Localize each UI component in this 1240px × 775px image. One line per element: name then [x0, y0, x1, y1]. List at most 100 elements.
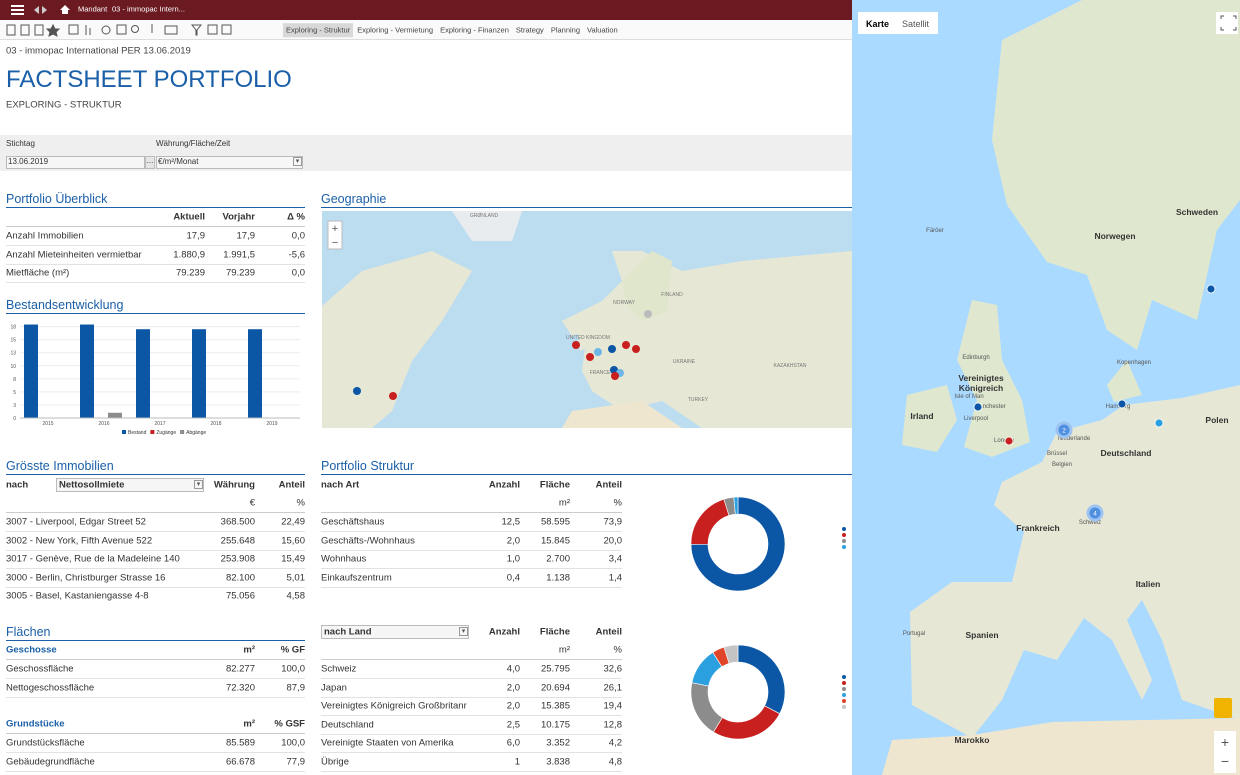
map-marker: [389, 392, 397, 400]
column-header: Anzahl: [488, 479, 520, 491]
separator: [321, 733, 622, 735]
breadcrumb: Mandant: [78, 4, 108, 14]
group-select[interactable]: [321, 625, 469, 639]
cell: Wohnhaus: [321, 553, 367, 565]
cell: 0,0: [291, 230, 305, 242]
donut-segment: [713, 705, 781, 740]
cell: 100,0: [281, 663, 305, 675]
context: 03 - immopac International PER 13.06.201…: [6, 45, 191, 57]
bar: [24, 324, 38, 418]
cell: Geschäfts-/Wohnhaus: [321, 534, 415, 546]
dropdown-caret[interactable]: ▾: [459, 627, 468, 636]
separator: [6, 245, 305, 246]
map-label: Deutschland: [1100, 448, 1151, 458]
map-label: Färöer: [926, 228, 944, 234]
cell: Übrige: [321, 755, 349, 767]
legend-swatch: [842, 545, 846, 549]
cell: 3002 - New York, Fifth Avenue 522: [6, 534, 153, 546]
stichtag-input[interactable]: [6, 156, 145, 169]
separator: [6, 733, 305, 734]
section-underline: [321, 474, 852, 475]
cell: 15,49: [281, 553, 305, 565]
map-label: Frankreich: [1016, 523, 1059, 533]
section-title: Grösste Immobilien: [6, 458, 114, 473]
separator: [6, 263, 305, 265]
section-title: Geographie: [321, 191, 387, 206]
section-underline: [6, 207, 305, 208]
select-value: Nettosollmiete: [59, 479, 125, 491]
legend-swatch: [842, 687, 846, 691]
legend-swatch: [842, 675, 846, 679]
separator: [321, 568, 622, 569]
x-tick-label: 2016: [98, 421, 109, 427]
unit: m²: [558, 644, 570, 656]
legend-label: Bestand: [128, 430, 147, 436]
bar: [248, 329, 262, 418]
tab[interactable]: Strategy: [515, 25, 544, 35]
main-map[interactable]: Karte Satellit + − Schweden Norwegen Färöer Ver…: [852, 0, 1240, 775]
zoom-in: +: [332, 223, 338, 235]
legend-swatch: [842, 693, 846, 697]
geographie-map[interactable]: GRØNLAND FINLAND NORWAY UNITED KINGDOM FRANC…: [322, 211, 852, 428]
map-cluster: [1086, 504, 1104, 522]
tab[interactable]: Valuation: [587, 25, 618, 35]
cell: 3007 - Liverpool, Edgar Street 52: [6, 516, 146, 528]
cell: 77,9: [286, 755, 306, 767]
cell: 19,4: [603, 700, 623, 712]
dropdown-caret[interactable]: ▾: [194, 480, 203, 489]
donut-segment: [690, 682, 723, 733]
filter-label: Stichtag: [6, 139, 35, 148]
cluster-count: 2: [1062, 428, 1066, 435]
separator: [6, 770, 305, 772]
legend-swatch: [842, 699, 846, 703]
top-icons: [11, 5, 70, 15]
separator: [321, 659, 622, 660]
cell: 3005 - Basel, Kastaniengasse 4-8: [6, 590, 149, 602]
section-title: Bestandsentwicklung: [6, 297, 124, 312]
map-marker: [608, 345, 616, 353]
cell: 1,0: [506, 553, 520, 565]
tab[interactable]: Exploring - Finanzen: [440, 25, 509, 35]
column-header: Anteil: [595, 479, 622, 491]
tab[interactable]: Exploring - Vermietung: [357, 25, 434, 35]
tab[interactable]: Planning: [550, 25, 581, 35]
x-tick-label: 2015: [42, 421, 53, 427]
column-header: Währung: [213, 479, 255, 491]
date-button[interactable]: [145, 156, 155, 169]
cell: 87,9: [286, 681, 306, 693]
map-label: Niederlande: [1058, 436, 1091, 442]
map-label: Norwegen: [1094, 231, 1135, 241]
section-underline: [6, 474, 305, 475]
separator: [6, 226, 305, 227]
map-label: Schweiz: [1079, 520, 1101, 526]
separator: [6, 568, 305, 569]
separator: [6, 512, 305, 513]
label: nach: [6, 479, 29, 491]
section-title: Flächen: [6, 624, 51, 639]
waehrung-select[interactable]: [156, 156, 303, 169]
cell: 3000 - Berlin, Christburger Strasse 16: [6, 571, 166, 583]
separator: [6, 678, 305, 679]
cell: 25.795: [540, 663, 570, 675]
donut-segment: [733, 496, 739, 515]
cell: Anzahl Immobilien: [6, 230, 84, 242]
map-marker: [632, 345, 640, 353]
legend-swatch: [842, 533, 846, 537]
cell: 22,49: [281, 516, 305, 528]
cell: 2.700: [546, 553, 570, 565]
select-value: nach Land: [324, 626, 372, 638]
map-label: Portugal: [903, 631, 925, 637]
label: nach Art: [321, 479, 360, 491]
cell: 4,8: [608, 755, 622, 767]
cell: 82.277: [225, 663, 255, 675]
cell: 1: [514, 755, 520, 767]
report-title: FACTSHEET PORTFOLIO: [6, 66, 292, 93]
cell: Mietfläche (m²): [6, 267, 70, 279]
tab[interactable]: Exploring - Struktur: [283, 23, 354, 37]
dropdown-caret[interactable]: ▾: [293, 157, 302, 166]
column-header: Fläche: [539, 626, 570, 638]
unit: €: [249, 497, 255, 509]
map-label: Irland: [910, 411, 933, 421]
donut-segment: [690, 498, 730, 545]
sort-select[interactable]: [56, 478, 204, 492]
